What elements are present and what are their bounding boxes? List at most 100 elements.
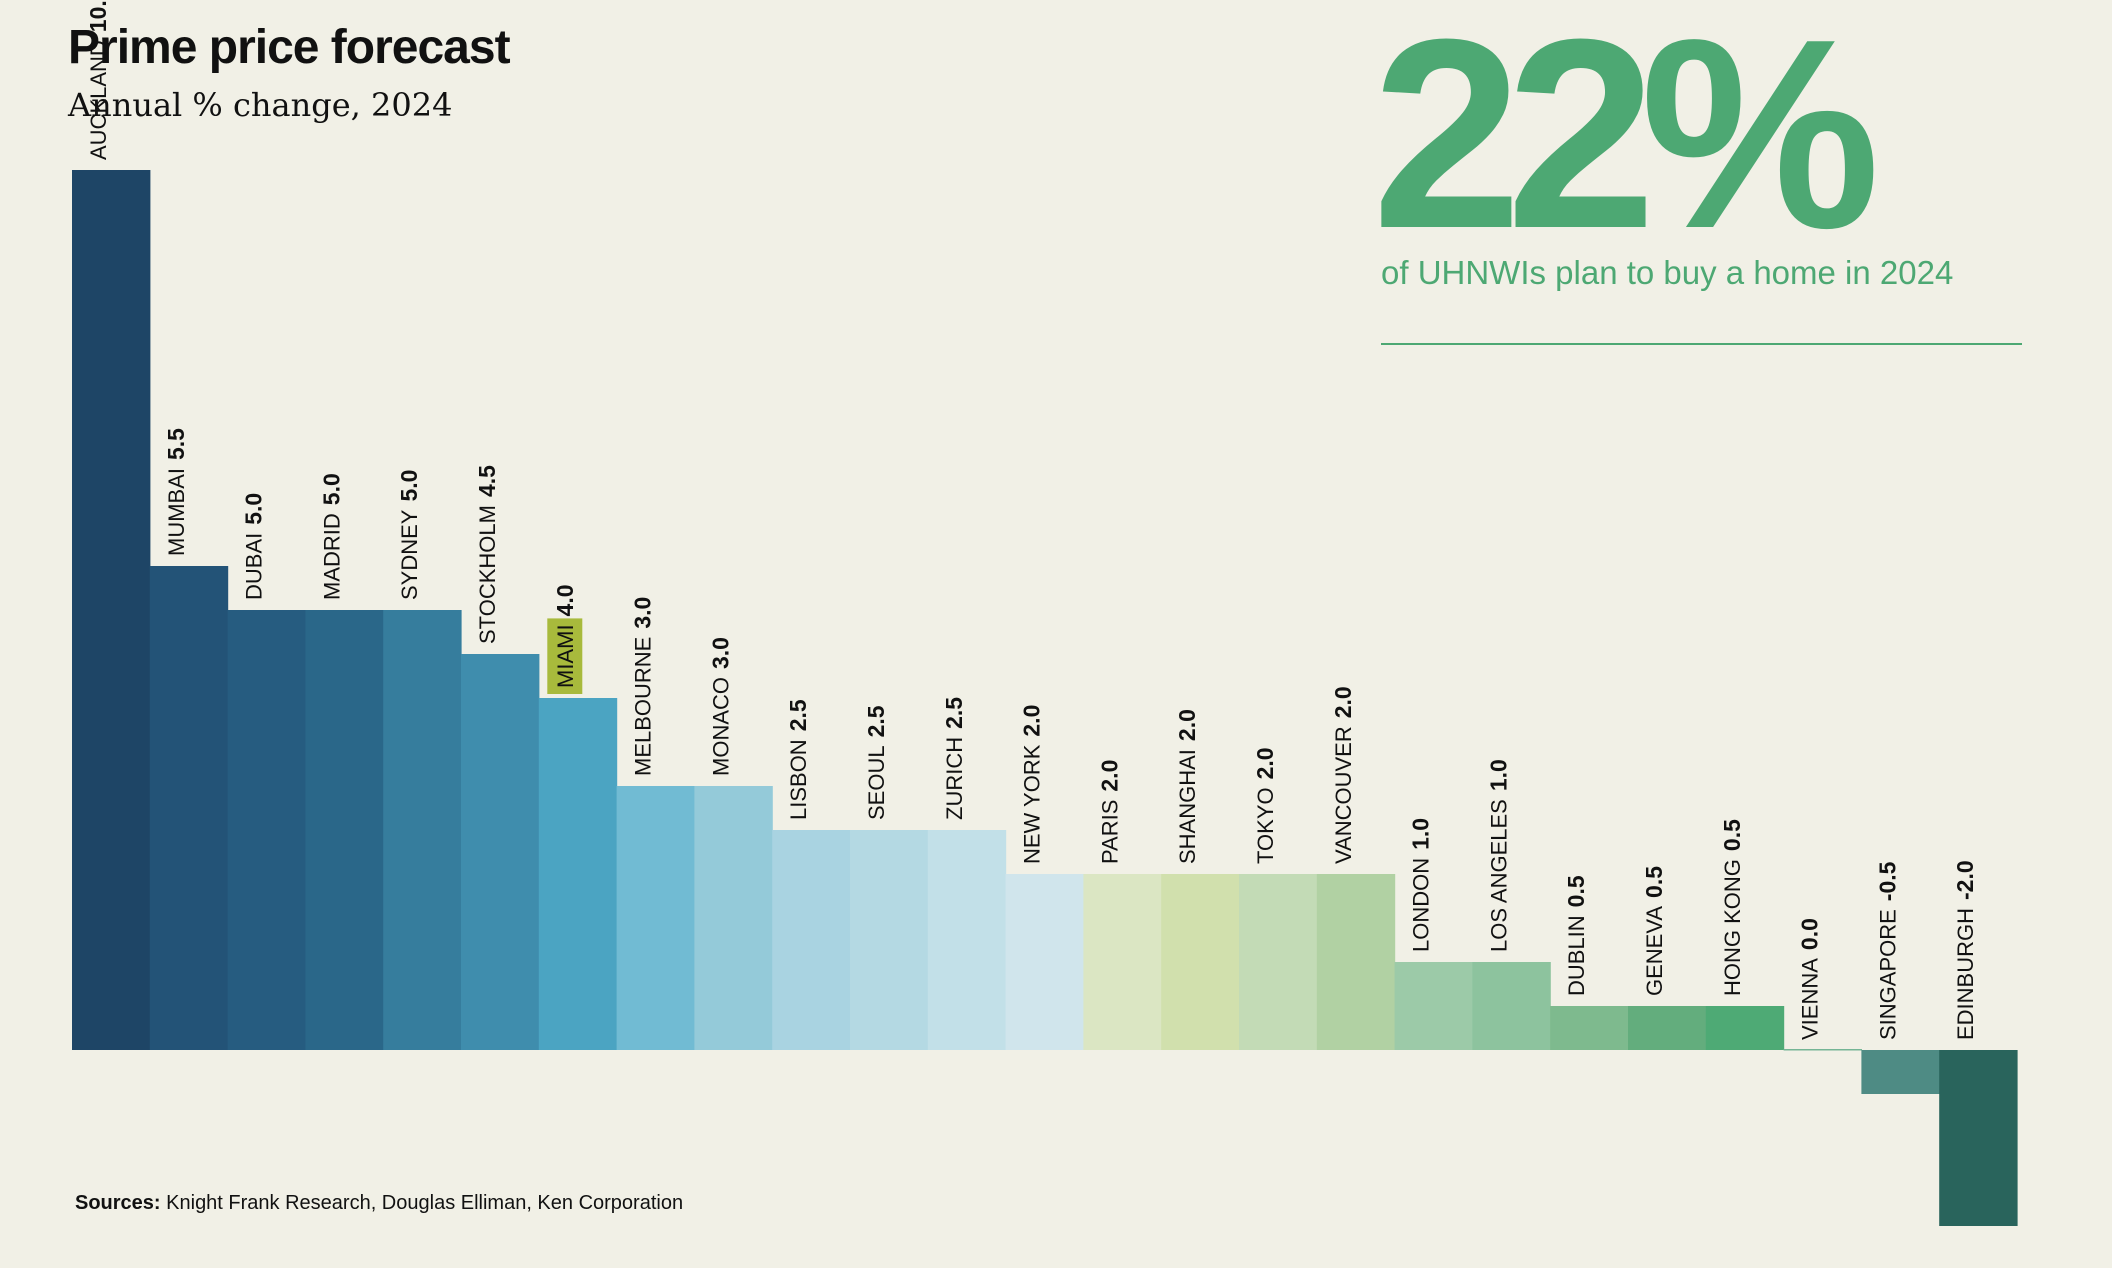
svg-text:VIENNA0.0: VIENNA 0.0 (1797, 918, 1823, 1040)
bar-label-tokyo: TOKYO 2.0 (1252, 747, 1278, 864)
value-label: 2.0 (1019, 705, 1045, 737)
bar-label-los-angeles: LOS ANGELES 1.0 (1485, 759, 1511, 952)
bar-label-lisbon: LISBON 2.5 (785, 699, 811, 820)
value-label: 10.0 (85, 0, 111, 32)
category-label: LONDON (1408, 858, 1433, 952)
highlight-stat-caption: of UHNWIs plan to buy a home in 2024 (1381, 254, 1954, 291)
svg-text:NEW YORK2.0: NEW YORK 2.0 (1019, 705, 1045, 864)
bar-label-hong-kong: HONG KONG 0.5 (1719, 819, 1745, 996)
category-label: SEOUL (864, 745, 889, 820)
category-label: ZURICH (941, 737, 966, 820)
bar-label-edinburgh: EDINBURGH -2.0 (1952, 860, 1978, 1040)
category-label: EDINBURGH (1953, 908, 1978, 1040)
bar-label-vancouver: VANCOUVER 2.0 (1330, 686, 1356, 864)
category-label: HONG KONG (1719, 859, 1744, 996)
value-label: 2.5 (941, 697, 967, 729)
bar-label-singapore: SINGAPORE -0.5 (1874, 861, 1900, 1040)
bar-label-monaco: MONACO 3.0 (707, 637, 733, 776)
value-label: 5.0 (318, 473, 344, 505)
svg-text:HONG KONG0.5: HONG KONG 0.5 (1719, 819, 1745, 996)
value-label: 2.0 (1174, 709, 1200, 741)
value-label: 4.0 (552, 584, 578, 616)
value-label: 3.0 (707, 637, 733, 669)
category-label: MIAMI (552, 624, 577, 688)
bar-los-angeles (1472, 962, 1551, 1050)
svg-text:STOCKHOLM4.5: STOCKHOLM 4.5 (474, 465, 500, 644)
value-label: 2.0 (1096, 760, 1122, 792)
svg-text:SINGAPORE-0.5: SINGAPORE -0.5 (1874, 861, 1900, 1040)
bar-label-auckland: AUCKLAND 10.0 (85, 0, 111, 160)
bar-label-london: LONDON 1.0 (1408, 818, 1434, 952)
value-label: 0.5 (1563, 875, 1589, 907)
value-label: 4.5 (474, 465, 500, 497)
svg-text:AUCKLAND10.0: AUCKLAND 10.0 (85, 0, 111, 160)
chart-title: Prime price forecast (68, 21, 511, 74)
bar-label-sydney: SYDNEY 5.0 (396, 470, 422, 600)
svg-text:GENEVA0.5: GENEVA 0.5 (1641, 866, 1667, 996)
bar-label-seoul: SEOUL 2.5 (863, 705, 889, 820)
category-label: AUCKLAND (86, 40, 111, 160)
source-text: Knight Frank Research, Douglas Elliman, … (166, 1192, 684, 1214)
svg-text:VANCOUVER2.0: VANCOUVER 2.0 (1330, 686, 1356, 864)
category-label: NEW YORK (1019, 744, 1044, 864)
bar-label-zurich: ZURICH 2.5 (941, 697, 967, 820)
bar-shanghai (1161, 874, 1240, 1050)
bar-seoul (850, 830, 929, 1050)
category-label: SYDNEY (397, 509, 422, 600)
bar-label-dubai: DUBAI 5.0 (241, 493, 267, 600)
svg-text:ZURICH2.5: ZURICH 2.5 (941, 697, 967, 820)
highlight-divider (1381, 343, 2022, 345)
value-label: 5.0 (396, 470, 422, 502)
value-label: 0.5 (1641, 866, 1667, 898)
category-label: SINGAPORE (1875, 909, 1900, 1040)
svg-text:MADRID5.0: MADRID 5.0 (318, 473, 344, 600)
bar-tokyo (1239, 874, 1318, 1050)
category-label: MUMBAI (163, 468, 188, 556)
category-label: VIENNA (1797, 958, 1822, 1040)
bar-monaco (694, 786, 773, 1050)
bar-edinburgh (1939, 1050, 2018, 1226)
category-label: VANCOUVER (1330, 726, 1355, 864)
bar-dubai (227, 610, 306, 1050)
category-label: DUBLIN (1564, 915, 1589, 996)
bar-new-york (1005, 874, 1084, 1050)
bar-hong-kong (1705, 1006, 1785, 1050)
category-label: MONACO (708, 677, 733, 776)
bar-miami (538, 698, 618, 1050)
bar-label-stockholm: STOCKHOLM 4.5 (474, 465, 500, 644)
value-label: 3.0 (630, 597, 656, 629)
bar-sydney (383, 610, 462, 1050)
value-label: 5.0 (241, 493, 267, 525)
value-label: 2.0 (1330, 686, 1356, 718)
svg-text:LOS ANGELES1.0: LOS ANGELES 1.0 (1485, 759, 1511, 952)
source-label: Sources: (75, 1192, 161, 1214)
svg-text:MUMBAI5.5: MUMBAI 5.5 (163, 428, 189, 556)
value-label: 1.0 (1408, 818, 1434, 850)
bar-madrid (305, 610, 384, 1050)
bar-vancouver (1316, 874, 1396, 1050)
value-label: 5.5 (163, 428, 189, 460)
svg-text:MIAMI4.0: MIAMI 4.0 (552, 584, 578, 688)
bar-label-vienna: VIENNA 0.0 (1797, 918, 1823, 1040)
svg-text:DUBLIN0.5: DUBLIN 0.5 (1563, 875, 1589, 996)
bar-geneva (1628, 1006, 1707, 1050)
bar-london (1394, 962, 1473, 1050)
svg-text:SEOUL2.5: SEOUL 2.5 (863, 705, 889, 820)
bar-vienna (1783, 1049, 1862, 1051)
value-label: 2.5 (863, 705, 889, 737)
svg-text:LISBON2.5: LISBON 2.5 (785, 699, 811, 820)
category-label: LOS ANGELES (1486, 799, 1511, 952)
category-label: MELBOURNE (630, 637, 655, 776)
bar-label-miami: MIAMI 4.0 (547, 584, 583, 694)
svg-text:MONACO3.0: MONACO 3.0 (707, 637, 733, 776)
bar-label-melbourne: MELBOURNE 3.0 (630, 597, 656, 776)
bar-stockholm (461, 654, 540, 1050)
bar-label-madrid: MADRID 5.0 (318, 473, 344, 600)
bar-auckland (72, 170, 151, 1050)
svg-text:EDINBURGH-2.0: EDINBURGH -2.0 (1952, 860, 1978, 1040)
svg-text:DUBAI5.0: DUBAI 5.0 (241, 493, 267, 600)
svg-text:SYDNEY5.0: SYDNEY 5.0 (396, 470, 422, 600)
bar-label-dublin: DUBLIN 0.5 (1563, 875, 1589, 996)
bar-mumbai (149, 566, 229, 1050)
